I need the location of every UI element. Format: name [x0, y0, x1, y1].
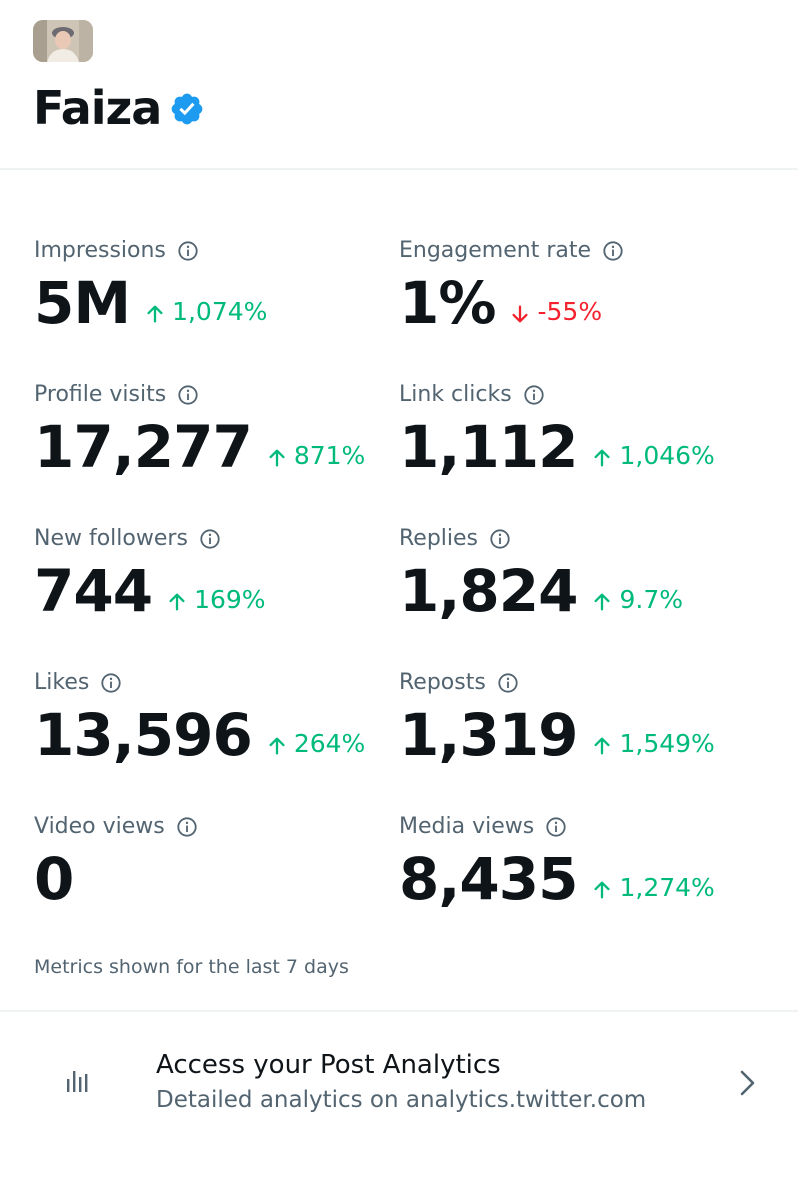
info-icon[interactable]: [177, 240, 199, 262]
avatar[interactable]: [33, 20, 93, 62]
metric-label: Replies: [399, 526, 479, 551]
arrow-down-icon: [512, 305, 529, 323]
metric-media-views: Media views 8,435 1,274%: [399, 810, 759, 950]
info-icon[interactable]: [199, 528, 221, 550]
metric-change: 9.7%: [591, 585, 683, 615]
metric-label: Engagement rate: [399, 238, 592, 263]
metric-label: Link clicks: [399, 382, 512, 407]
metric-label: Likes: [34, 670, 90, 695]
metric-new-followers: New followers 744 169%: [34, 522, 394, 662]
metric-label: Media views: [399, 814, 535, 839]
arrow-up-icon: [594, 593, 611, 611]
metric-reposts: Reposts 1,319 1,549%: [399, 666, 759, 806]
metric-replies: Replies 1,824 9.7%: [399, 522, 759, 662]
metric-value: 8,435: [399, 845, 578, 913]
section-divider: [0, 1010, 798, 1012]
metric-change: 871%: [266, 441, 365, 471]
metric-link-clicks: Link clicks 1,112 1,046%: [399, 378, 759, 518]
metric-value: 17,277: [34, 413, 253, 481]
metric-change-value: 871%: [293, 441, 366, 470]
metric-change-value: 264%: [293, 729, 366, 758]
arrow-up-icon: [269, 737, 285, 755]
promo-title: Access your Post Analytics: [156, 1050, 501, 1080]
metric-change: -55%: [509, 297, 602, 327]
info-icon[interactable]: [497, 672, 519, 694]
arrow-up-icon: [594, 881, 611, 899]
info-icon[interactable]: [177, 384, 199, 406]
info-icon[interactable]: [602, 240, 624, 262]
post-analytics-link[interactable]: Access your Post Analytics Detailed anal…: [0, 1012, 798, 1152]
metric-value: 1,824: [399, 557, 578, 625]
verified-badge-icon: [171, 93, 203, 125]
chevron-right-icon: [740, 1070, 755, 1096]
metric-change-value: 9.7%: [619, 585, 683, 614]
metrics-footnote: Metrics shown for the last 7 days: [34, 956, 349, 978]
metric-profile-visits: Profile visits 17,277 871%: [34, 378, 394, 518]
metric-change: 1,549%: [591, 729, 715, 759]
profile-header: Faiza: [0, 0, 798, 170]
metric-video-views: Video views 0: [34, 810, 394, 950]
metric-value: 13,596: [34, 701, 253, 769]
metric-value: 744: [34, 557, 153, 625]
metric-value: 1,112: [399, 413, 578, 481]
metric-change: 1,274%: [591, 873, 715, 903]
metric-change-value: 169%: [194, 585, 266, 614]
info-icon[interactable]: [489, 528, 511, 550]
metric-label: Reposts: [399, 670, 486, 695]
metric-change: 169%: [166, 585, 266, 615]
info-icon[interactable]: [545, 816, 567, 838]
metric-engagement-rate: Engagement rate 1% -55%: [399, 234, 759, 374]
metric-value: 5M: [34, 269, 131, 337]
profile-name: Faiza: [33, 81, 162, 135]
metric-label: Profile visits: [34, 382, 167, 407]
promo-subtitle: Detailed analytics on analytics.twitter.…: [156, 1087, 647, 1113]
metric-value: 0: [34, 845, 74, 913]
metric-change: 1,074%: [144, 297, 267, 327]
metric-change-value: -55%: [537, 297, 603, 326]
metric-value: 1,319: [399, 701, 578, 769]
arrow-up-icon: [594, 737, 611, 755]
metric-change-value: 1,274%: [619, 873, 715, 902]
metric-change-value: 1,046%: [619, 441, 715, 470]
info-icon[interactable]: [523, 384, 545, 406]
metric-change: 1,046%: [591, 441, 715, 471]
metric-change: 264%: [266, 729, 365, 759]
metric-change-value: 1,074%: [172, 297, 268, 326]
metric-likes: Likes 13,596 264%: [34, 666, 394, 806]
bar-chart-icon: [67, 1071, 88, 1092]
metric-value: 1%: [399, 269, 496, 337]
arrow-up-icon: [169, 593, 185, 611]
profile-name-row: Faiza: [33, 80, 205, 136]
info-icon[interactable]: [100, 672, 122, 694]
metric-label: Impressions: [34, 238, 166, 263]
arrow-up-icon: [594, 449, 611, 467]
arrow-up-icon: [269, 449, 285, 467]
info-icon[interactable]: [176, 816, 198, 838]
avatar-photo: [33, 20, 93, 62]
metric-label: New followers: [34, 526, 188, 551]
arrow-up-icon: [147, 305, 163, 323]
metric-impressions: Impressions 5M 1,074%: [34, 234, 394, 374]
metric-label: Video views: [34, 814, 165, 839]
metric-change-value: 1,549%: [619, 729, 715, 758]
